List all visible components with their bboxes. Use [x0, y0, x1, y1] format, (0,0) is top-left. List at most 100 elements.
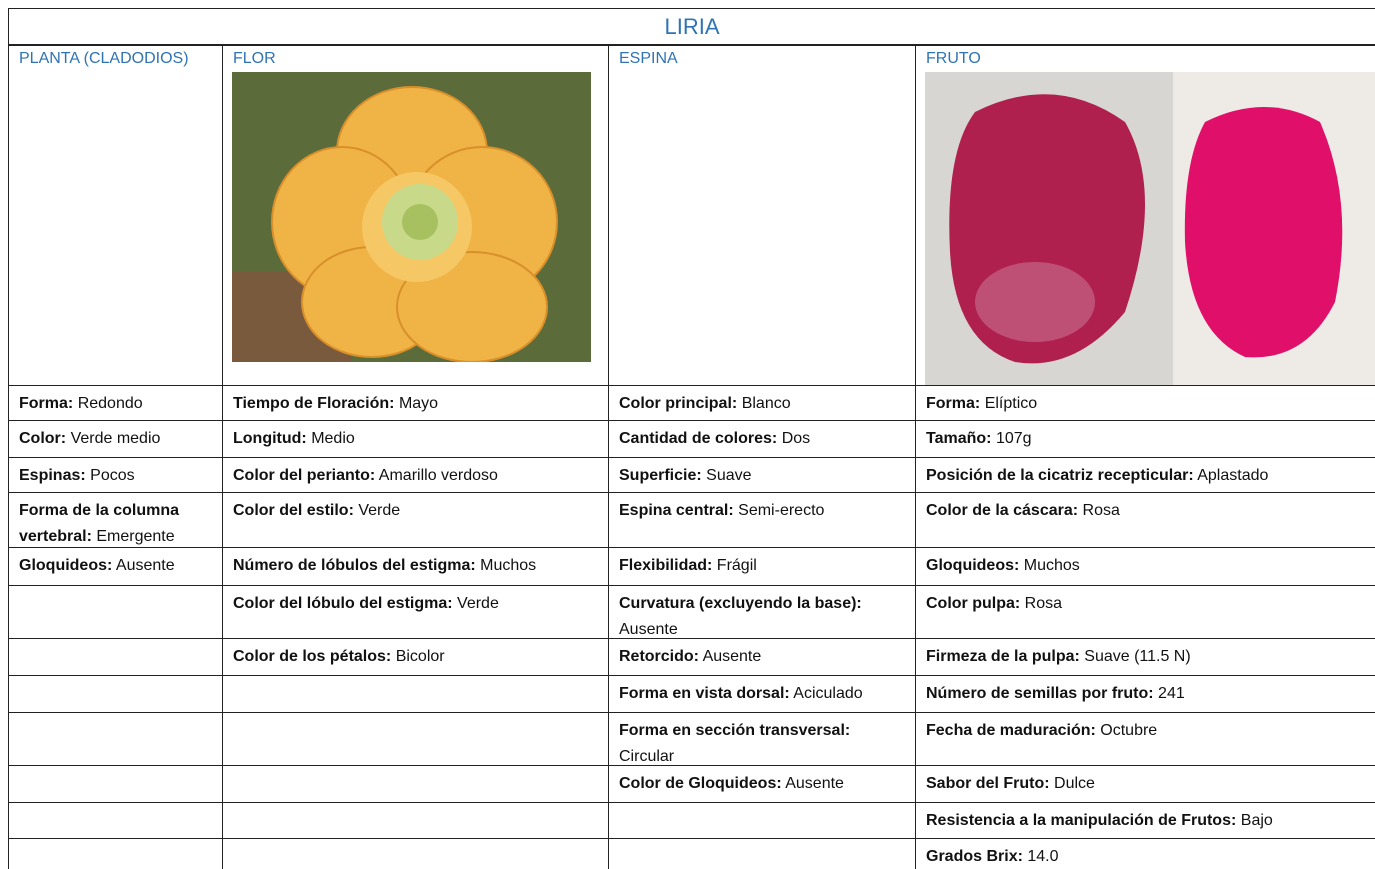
field-value: Rosa — [1024, 595, 1063, 612]
table-cell: Sabor del Fruto: Dulce — [915, 765, 1375, 802]
column-header: FLOR — [222, 45, 608, 385]
table-cell: Gloquideos: Muchos — [915, 547, 1375, 585]
table-cell: Superficie: Suave — [608, 457, 915, 492]
field-label: Superficie: — [619, 467, 702, 484]
field-label: Forma en vista dorsal: — [619, 685, 790, 702]
table-cell — [8, 838, 222, 869]
field-value: 107g — [995, 430, 1032, 447]
table-cell: Color de la cáscara: Rosa — [915, 492, 1375, 547]
column-header: FRUTO — [915, 45, 1375, 385]
field-value: Rosa — [1082, 502, 1120, 519]
table-cell: Flexibilidad: Frágil — [608, 547, 915, 585]
field-value: Ausente — [619, 621, 678, 638]
table-cell: Forma en vista dorsal: Aciculado — [608, 675, 915, 712]
field-label: Tamaño: — [926, 430, 992, 447]
table-cell — [608, 838, 915, 869]
field-label: Tiempo de Floración: — [233, 395, 395, 412]
table-cell — [222, 838, 608, 869]
field-label: Flexibilidad: — [619, 557, 713, 574]
table-cell — [8, 638, 222, 675]
field-value: Bajo — [1240, 812, 1273, 829]
field-label: Color del perianto: — [233, 467, 376, 484]
field-label: Forma: — [19, 395, 74, 412]
field-label: Número de semillas por fruto: — [926, 685, 1154, 702]
column-header: PLANTA (CLADODIOS) — [8, 45, 222, 385]
field-label: Posición de la cicatriz recepticular: — [926, 467, 1194, 484]
field-value: Frágil — [716, 557, 757, 574]
table-cell: Número de semillas por fruto: 241 — [915, 675, 1375, 712]
fruit-photo — [925, 72, 1375, 385]
field-label: Color del estilo: — [233, 502, 354, 519]
field-value: Elíptico — [984, 395, 1038, 412]
table-cell: Curvatura (excluyendo la base): Ausente — [608, 585, 915, 638]
field-label: Color de la cáscara: — [926, 502, 1079, 519]
table-cell: Grados Brix: 14.0 — [915, 838, 1375, 869]
field-value: Blanco — [741, 395, 791, 412]
field-label: Color pulpa: — [926, 595, 1021, 612]
field-value: Suave — [706, 467, 752, 484]
table-cell — [8, 712, 222, 765]
table-cell — [8, 802, 222, 838]
table-cell: Posición de la cicatriz recepticular: Ap… — [915, 457, 1375, 492]
table-cell: Color del perianto: Amarillo verdoso — [222, 457, 608, 492]
table-cell — [222, 675, 608, 712]
field-value: Verde — [358, 502, 401, 519]
table-cell — [222, 802, 608, 838]
field-value: Ausente — [702, 648, 762, 665]
field-value: Suave (11.5 N) — [1084, 648, 1191, 665]
field-label: Color de los pétalos: — [233, 648, 392, 665]
field-value: Verde medio — [70, 430, 161, 447]
field-label: Color principal: — [619, 395, 738, 412]
field-label: Gloquideos: — [926, 557, 1020, 574]
table-cell: Color de Gloquideos: Ausente — [608, 765, 915, 802]
table-cell: Cantidad de colores: Dos — [608, 420, 915, 457]
field-value: Aplastado — [1197, 467, 1269, 484]
field-value: Semi-erecto — [738, 502, 825, 519]
table-cell — [608, 802, 915, 838]
field-label: Forma en sección transversal: — [619, 722, 851, 739]
table-cell — [8, 585, 222, 638]
field-label: Longitud: — [233, 430, 307, 447]
table-cell — [222, 765, 608, 802]
title: LIRIA — [8, 8, 1375, 45]
field-value: Dos — [781, 430, 811, 447]
field-value: 241 — [1158, 685, 1185, 702]
table-cell: Tiempo de Floración: Mayo — [222, 385, 608, 420]
table-cell — [222, 712, 608, 765]
field-value: Mayo — [398, 395, 439, 412]
field-label: Gloquideos: — [19, 557, 113, 574]
table-cell: Tamaño: 107g — [915, 420, 1375, 457]
table-cell: Retorcido: Ausente — [608, 638, 915, 675]
table-cell: Fecha de maduración: Octubre — [915, 712, 1375, 765]
table-cell: Color principal: Blanco — [608, 385, 915, 420]
field-value: Octubre — [1100, 722, 1158, 739]
field-label: Firmeza de la pulpa: — [926, 648, 1080, 665]
table-cell: Color del lóbulo del estigma: Verde — [222, 585, 608, 638]
table-cell: Forma de la columna vertebral: Emergente — [8, 492, 222, 547]
table-cell: Espinas: Pocos — [8, 457, 222, 492]
field-label: Número de lóbulos del estigma: — [233, 557, 476, 574]
field-value: Dulce — [1054, 775, 1095, 792]
table-cell: Color de los pétalos: Bicolor — [222, 638, 608, 675]
field-value: Aciculado — [793, 685, 863, 702]
table-cell: Color: Verde medio — [8, 420, 222, 457]
field-value: Ausente — [115, 557, 175, 574]
table-cell — [8, 675, 222, 712]
field-value: Emergente — [96, 528, 175, 545]
field-label: Resistencia a la manipulación de Frutos: — [926, 812, 1237, 829]
field-label: Espinas: — [19, 467, 86, 484]
table-cell: Forma en sección transversal: Circular — [608, 712, 915, 765]
table-cell: Número de lóbulos del estigma: Muchos — [222, 547, 608, 585]
field-label: Grados Brix: — [926, 848, 1023, 865]
flower-photo — [232, 72, 591, 362]
field-value: Amarillo verdoso — [378, 467, 498, 484]
field-value: 14.0 — [1027, 848, 1059, 865]
column-header: ESPINA — [608, 45, 915, 385]
field-label: Cantidad de colores: — [619, 430, 778, 447]
field-label: Retorcido: — [619, 648, 699, 665]
table-cell: Color del estilo: Verde — [222, 492, 608, 547]
table-cell: Forma: Elíptico — [915, 385, 1375, 420]
table-cell: Gloquideos: Ausente — [8, 547, 222, 585]
field-label: Forma de la columna vertebral: — [19, 502, 180, 545]
table-cell: Forma: Redondo — [8, 385, 222, 420]
